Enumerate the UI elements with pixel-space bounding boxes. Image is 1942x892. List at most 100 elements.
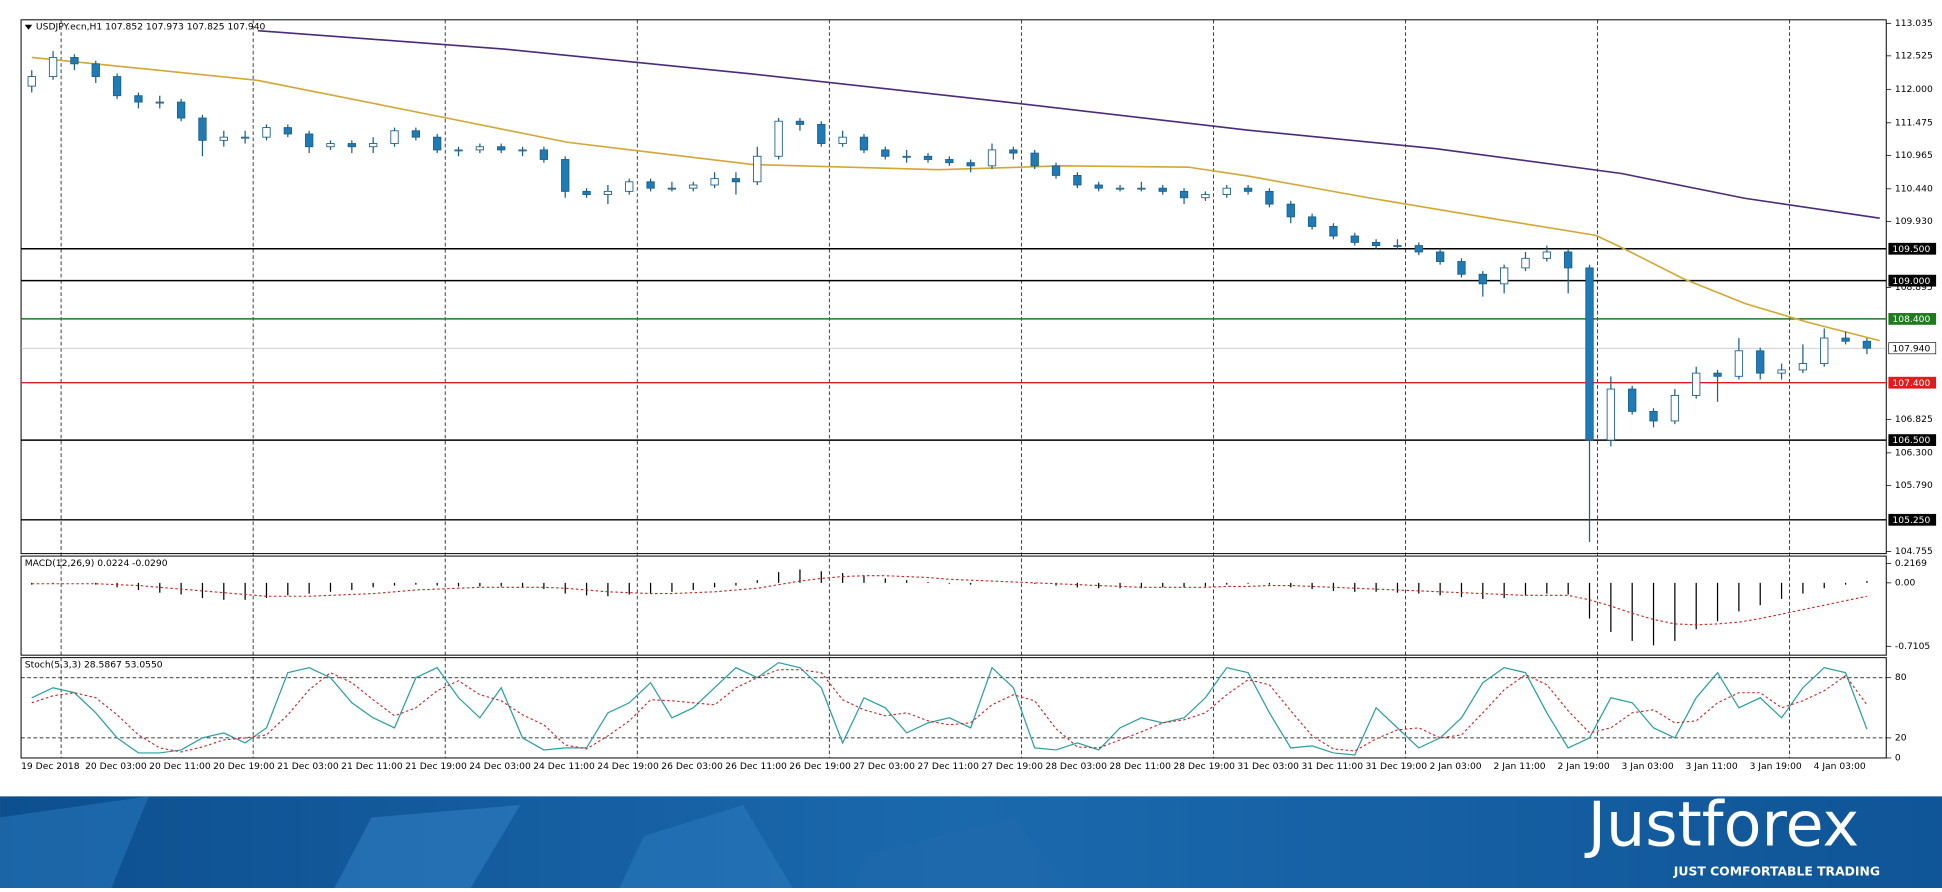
candle-body [1329,226,1338,237]
x-tick-label: 26 Dec 11:00 [725,761,787,772]
stoch-main [31,661,1868,756]
moving-average [257,29,1880,219]
candle-body [347,143,356,148]
candle-body [1798,363,1808,371]
level-label: 109.500 [1892,244,1930,255]
candle-body [582,190,591,195]
candle-body [902,155,911,158]
y-tick-label: -0.7105 [1895,641,1931,652]
y-tick-label: 0.00 [1895,577,1916,588]
x-tick-label: 4 Jan 03:00 [1814,761,1866,772]
candle-body [454,149,463,152]
y-tick-label: 106.300 [1895,447,1933,458]
x-tick-label: 24 Dec 19:00 [597,761,659,772]
candle-body [1670,395,1680,422]
title-marker [24,24,33,30]
level-label: 109.000 [1892,276,1930,287]
x-tick-label: 24 Dec 11:00 [533,761,595,772]
candle-body [1435,251,1445,262]
candle-body [561,159,570,192]
footer-shape [0,796,149,888]
level-label-box [1888,242,1937,255]
x-tick-label: 21 Dec 11:00 [341,761,403,772]
candle-body [774,120,783,157]
candle-body [1777,369,1786,374]
candle-body [219,136,228,141]
tagline: JUST COMFORTABLE TRADING [1673,864,1880,878]
candle-body [1542,251,1551,259]
candle-body [1243,187,1253,192]
candle-body [326,143,335,148]
x-tick-label: 20 Dec 19:00 [213,761,275,772]
x-tick-label: 27 Dec 03:00 [853,761,915,772]
y-tick-label: 112.000 [1895,84,1933,95]
candle-body [1734,350,1744,377]
candle-body [1030,152,1039,167]
candle-body [305,133,314,148]
candle-body [497,146,506,151]
candle-body [283,127,292,135]
x-tick-label: 2 Jan 19:00 [1558,761,1610,772]
candle-body [625,181,634,192]
level-label-box [1888,434,1937,446]
candle-body [369,143,378,148]
candle-body [539,149,549,160]
x-tick-label: 26 Dec 03:00 [661,761,723,772]
candle-body [1158,187,1167,192]
level-label-box [1888,513,1937,526]
candle-body [433,136,442,151]
panel-frame [20,657,1887,759]
candle-body [1307,216,1317,227]
level-label-box [1888,342,1937,355]
candle-body [1478,273,1487,285]
moving-average [31,56,1880,342]
signal-line [31,575,1868,626]
y-tick-label: 0.2169 [1895,558,1927,569]
y-tick-label: 104.755 [1895,546,1933,557]
y-tick-label: 111.475 [1895,117,1933,128]
y-tick-label: 110.965 [1895,150,1933,161]
candle-body [838,136,847,144]
candle-body [1692,372,1701,396]
y-tick-label: 112.525 [1895,50,1933,61]
candle-body [923,155,933,160]
candle-body [1265,190,1274,205]
y-tick-label: 109.930 [1895,216,1933,227]
candle-body [1371,241,1381,247]
y-tick-label: 106.825 [1895,414,1933,425]
y-tick-label: 105.790 [1895,480,1933,491]
candle-body [689,184,698,189]
footer-shape [619,805,793,888]
candle-body [198,117,207,141]
x-tick-label: 28 Dec 03:00 [1045,761,1107,772]
candle-body [753,155,762,183]
candle-body [1713,372,1722,377]
candle-body [475,146,485,151]
candle-body [1051,165,1061,176]
candle-body [945,159,954,164]
candle-body [817,123,826,144]
candle-body [1179,190,1189,199]
candle-body [795,120,805,125]
candle-body [1606,388,1615,441]
candle-body [1073,174,1082,186]
x-tick-label: 2 Jan 03:00 [1429,761,1481,772]
candle-body [859,136,869,151]
panel-frame [20,19,1887,555]
candle-body [1393,245,1402,248]
candle-body [667,187,677,190]
panel-title: USDJPY.ecn,H1 107.852 107.973 107.825 10… [36,22,266,33]
x-tick-label: 27 Dec 19:00 [981,761,1043,772]
level-label: 105.250 [1892,515,1930,526]
x-tick-label: 31 Dec 03:00 [1237,761,1299,772]
candle-body [1350,235,1359,243]
level-label-box [1888,274,1937,287]
x-tick-label: 3 Jan 03:00 [1622,761,1674,772]
candle-body [1115,187,1125,190]
x-tick-label: 19 Dec 2018 [21,761,80,772]
candle-body [1286,203,1295,218]
candle-body [91,63,100,78]
candle-body [1585,267,1594,441]
y-tick-label: 113.035 [1895,18,1933,29]
